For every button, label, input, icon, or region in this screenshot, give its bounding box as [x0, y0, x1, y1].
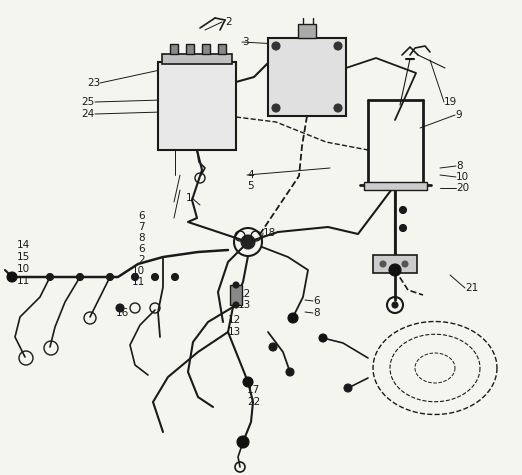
- Text: 15: 15: [17, 252, 30, 262]
- Circle shape: [319, 334, 327, 342]
- Text: 6: 6: [138, 211, 145, 221]
- Circle shape: [334, 104, 342, 112]
- Circle shape: [344, 384, 352, 392]
- Text: 22: 22: [247, 397, 260, 407]
- Text: 17: 17: [247, 385, 260, 395]
- Text: 23: 23: [87, 78, 100, 88]
- Text: 11: 11: [17, 276, 30, 286]
- Text: 20: 20: [456, 183, 469, 193]
- Text: 4: 4: [247, 170, 254, 180]
- Text: 24: 24: [82, 109, 95, 119]
- Text: 11: 11: [132, 277, 145, 287]
- Text: 8: 8: [456, 161, 462, 171]
- Circle shape: [46, 274, 53, 281]
- Circle shape: [241, 235, 255, 249]
- Text: 7: 7: [138, 222, 145, 232]
- Circle shape: [272, 104, 280, 112]
- Text: 18: 18: [263, 228, 276, 238]
- Bar: [298, 24, 316, 38]
- Bar: [268, 38, 346, 116]
- Circle shape: [402, 261, 408, 267]
- Bar: [162, 54, 232, 64]
- Circle shape: [233, 282, 239, 288]
- Text: 10: 10: [132, 266, 145, 276]
- Circle shape: [77, 274, 84, 281]
- Text: 14: 14: [17, 240, 30, 250]
- Circle shape: [237, 436, 249, 448]
- Circle shape: [392, 302, 398, 308]
- Circle shape: [334, 42, 342, 50]
- Circle shape: [272, 42, 280, 50]
- Bar: [230, 285, 242, 305]
- Text: 10: 10: [17, 264, 30, 274]
- Text: 6: 6: [138, 244, 145, 254]
- Circle shape: [132, 274, 138, 281]
- Circle shape: [233, 302, 239, 308]
- Text: 13: 13: [238, 300, 251, 310]
- Circle shape: [286, 368, 294, 376]
- Bar: [186, 44, 194, 54]
- Circle shape: [288, 313, 298, 323]
- Text: 13: 13: [228, 327, 241, 337]
- Circle shape: [380, 261, 386, 267]
- Circle shape: [243, 377, 253, 387]
- Circle shape: [7, 272, 17, 282]
- Text: 2: 2: [225, 17, 232, 27]
- Text: 9: 9: [455, 110, 461, 120]
- Bar: [158, 62, 236, 150]
- Circle shape: [269, 343, 277, 351]
- Text: 8: 8: [313, 308, 319, 318]
- Bar: [170, 44, 178, 54]
- Text: 1: 1: [185, 193, 192, 203]
- Text: 12: 12: [238, 289, 251, 299]
- Text: 12: 12: [228, 315, 241, 325]
- Circle shape: [399, 225, 407, 231]
- Circle shape: [151, 274, 159, 281]
- Text: 8: 8: [138, 233, 145, 243]
- Text: 5: 5: [247, 181, 254, 191]
- Bar: [373, 255, 417, 273]
- Bar: [364, 182, 427, 190]
- Bar: [218, 44, 226, 54]
- Text: 21: 21: [465, 283, 478, 293]
- Text: 10: 10: [456, 172, 469, 182]
- Text: 25: 25: [82, 97, 95, 107]
- Text: 2: 2: [138, 255, 145, 265]
- Circle shape: [399, 207, 407, 213]
- Text: 16: 16: [116, 308, 129, 318]
- Text: 19: 19: [444, 97, 457, 107]
- Circle shape: [106, 274, 113, 281]
- Text: 6: 6: [313, 296, 319, 306]
- Circle shape: [172, 274, 179, 281]
- Circle shape: [116, 304, 124, 312]
- Text: 3: 3: [242, 37, 248, 47]
- Circle shape: [389, 264, 401, 276]
- Bar: [202, 44, 210, 54]
